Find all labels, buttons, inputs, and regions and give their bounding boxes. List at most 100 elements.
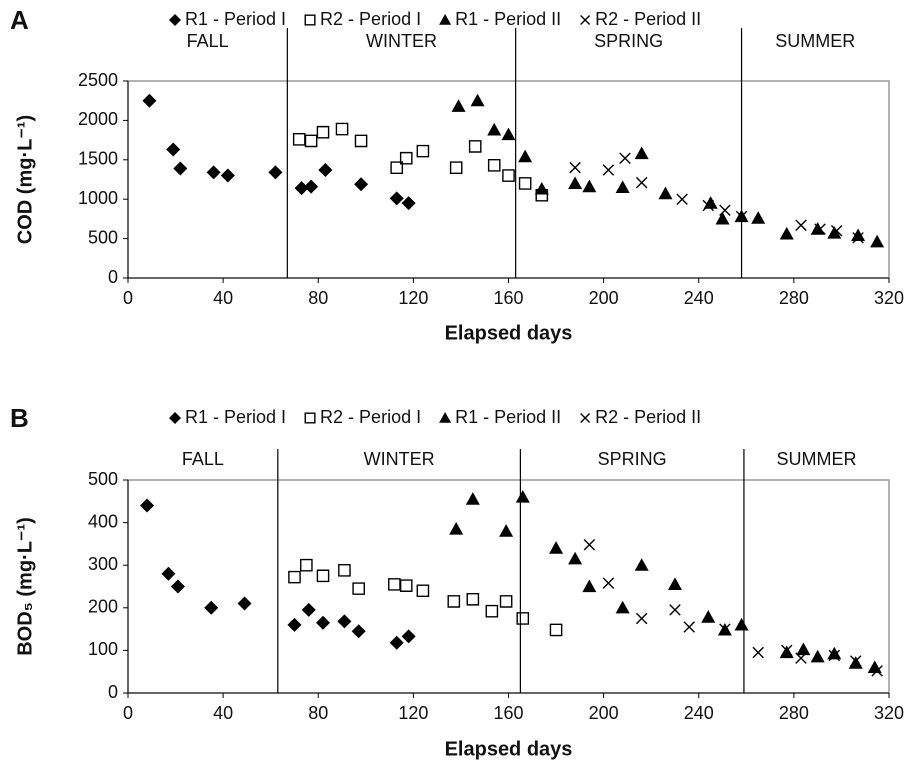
data-point [389, 191, 404, 206]
x-tick-label: 120 [398, 703, 428, 723]
data-point [582, 579, 597, 593]
data-point [487, 159, 501, 172]
data-point [204, 600, 219, 615]
data-point [304, 134, 318, 148]
season-label: SUMMER [775, 31, 855, 51]
data-point [779, 645, 794, 659]
data-point [582, 179, 597, 193]
data-point [810, 649, 825, 663]
legend-label: R1 - Period II [455, 9, 561, 29]
data-point [170, 579, 185, 594]
x-tick-label: 40 [213, 288, 233, 308]
data-point [173, 161, 188, 176]
legend-label: R2 - Period I [320, 9, 421, 29]
data-point [796, 642, 811, 656]
data-point [161, 566, 176, 581]
data-point [676, 193, 688, 205]
data-point [515, 490, 530, 503]
x-tick-label: 200 [589, 288, 619, 308]
data-point [300, 558, 313, 572]
data-point [549, 623, 563, 637]
data-point [335, 122, 349, 136]
data-point [848, 656, 863, 669]
data-point [316, 615, 331, 630]
y-tick-label: 2000 [78, 109, 118, 129]
data-point [602, 164, 615, 176]
legend-label: R2 - Period I [320, 407, 421, 427]
data-point [810, 222, 825, 235]
data-point [354, 177, 369, 192]
data-point [166, 142, 181, 157]
data-point [416, 584, 430, 598]
data-point [779, 226, 794, 240]
data-point [830, 224, 843, 237]
y-tick-label: 1000 [78, 188, 118, 208]
data-point [719, 204, 731, 216]
y-tick-label: 0 [108, 267, 118, 287]
y-tick-label: 300 [88, 554, 118, 574]
data-point [658, 186, 673, 200]
data-point [288, 570, 301, 584]
legend-marker [439, 412, 452, 423]
data-point [499, 524, 514, 537]
x-tick-label: 200 [589, 703, 619, 723]
data-point [499, 595, 513, 608]
data-point [635, 176, 648, 189]
data-point [602, 577, 615, 589]
data-point [518, 177, 532, 190]
data-point [534, 181, 549, 195]
data-point [268, 165, 283, 180]
x-tick-label: 80 [308, 703, 328, 723]
data-point [715, 211, 730, 225]
data-point [549, 541, 564, 554]
data-point [502, 169, 515, 182]
y-tick-label: 2500 [78, 70, 118, 90]
data-point [568, 551, 583, 565]
x-tick-label: 160 [493, 288, 523, 308]
data-point [351, 624, 366, 639]
season-label: WINTER [364, 449, 435, 469]
x-tick-label: 40 [213, 703, 233, 723]
data-point [852, 232, 864, 244]
data-point [206, 165, 221, 180]
data-point [867, 660, 882, 674]
data-point [635, 612, 648, 625]
data-point [388, 578, 401, 591]
data-point [568, 176, 583, 190]
data-point [667, 577, 682, 590]
data-point [827, 646, 842, 660]
legend-marker [439, 14, 452, 25]
season-label: WINTER [366, 31, 437, 51]
legend-marker [169, 14, 181, 26]
data-point [485, 604, 499, 618]
data-point [619, 152, 631, 164]
y-tick-label: 500 [88, 227, 118, 247]
legend-label: R1 - Period I [185, 407, 286, 427]
y-tick-label: 100 [88, 639, 118, 659]
data-point [849, 655, 862, 667]
data-point [390, 161, 404, 174]
data-point [318, 163, 333, 178]
data-point [615, 180, 630, 193]
data-point [615, 600, 630, 614]
data-point [237, 596, 252, 611]
y-tick-label: 400 [88, 511, 118, 531]
data-point [287, 617, 302, 632]
legend-marker [169, 412, 181, 424]
data-point [501, 127, 516, 141]
data-point [795, 652, 807, 664]
legend-marker [304, 412, 316, 424]
data-point [401, 629, 416, 644]
data-point [735, 210, 748, 223]
data-point [466, 592, 480, 606]
data-point [702, 199, 715, 212]
data-point [468, 140, 482, 153]
legend-label: R2 - Period II [595, 9, 701, 29]
plot-frame [127, 479, 890, 694]
x-tick-label: 80 [308, 288, 328, 308]
season-label: FALL [182, 449, 224, 469]
data-point [292, 133, 306, 146]
data-point [795, 219, 807, 231]
data-point [683, 621, 695, 633]
data-point [701, 610, 716, 623]
